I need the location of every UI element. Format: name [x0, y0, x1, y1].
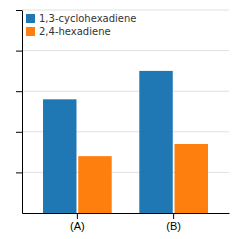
- x-tick: (A): [70, 213, 85, 232]
- y-tick-mark: [16, 91, 22, 92]
- x-tick-label: (B): [166, 220, 181, 232]
- bar: [78, 156, 111, 213]
- y-tick: [16, 91, 22, 92]
- y-tick-mark: [16, 172, 22, 173]
- legend-item: 2,4-hexadiene: [26, 26, 111, 37]
- bar: [175, 144, 208, 213]
- y-tick: [16, 172, 22, 173]
- y-tick-mark: [16, 132, 22, 133]
- x-tick-label: (A): [70, 220, 85, 232]
- y-axis-line: [22, 11, 23, 214]
- grid-line: [22, 50, 229, 51]
- y-tick: [16, 132, 22, 133]
- y-axis: [16, 11, 23, 214]
- y-tick: [16, 10, 22, 11]
- grid-line: [22, 91, 229, 92]
- bar: [43, 99, 76, 213]
- grid-line: [22, 10, 229, 11]
- plot: (A) (B) 1,3-cyclohexadiene 2,4-hexadiene: [16, 10, 230, 232]
- x-axis: (A) (B): [23, 213, 230, 232]
- x-tick: (B): [166, 213, 181, 232]
- y-tick-mark: [16, 10, 22, 11]
- bars: [43, 71, 208, 213]
- x-tick-mark: [77, 213, 78, 219]
- x-axis-line: [23, 213, 230, 214]
- y-tick: [16, 51, 22, 52]
- legend-item: 1,3-cyclohexadiene: [26, 13, 136, 24]
- legend: 1,3-cyclohexadiene 2,4-hexadiene: [26, 13, 136, 37]
- y-tick-mark: [16, 51, 22, 52]
- legend-swatch: [26, 14, 35, 23]
- legend-label: 1,3-cyclohexadiene: [39, 13, 136, 24]
- legend-swatch: [26, 27, 35, 36]
- bar: [139, 71, 172, 213]
- chart: (A) (B) 1,3-cyclohexadiene 2,4-hexadiene: [0, 0, 239, 239]
- x-tick-mark: [173, 213, 174, 219]
- legend-label: 2,4-hexadiene: [39, 26, 111, 37]
